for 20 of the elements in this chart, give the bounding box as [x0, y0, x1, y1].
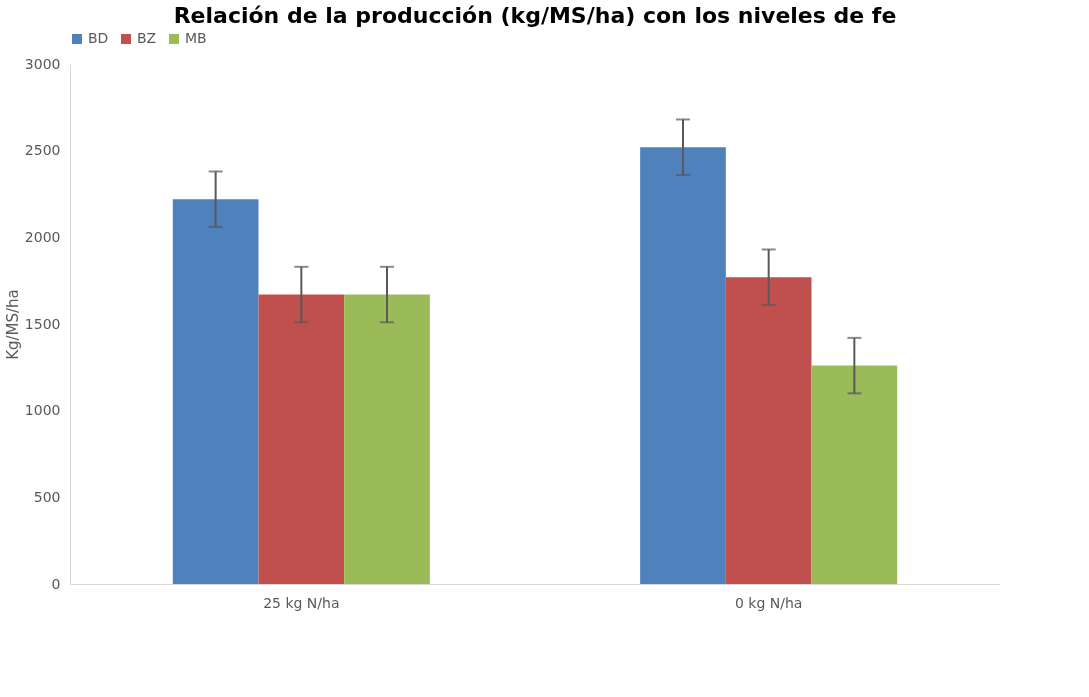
y-tick-label: 0	[51, 575, 61, 592]
y-tick-label: 2500	[24, 142, 61, 159]
y-tick-label: 3000	[24, 55, 61, 72]
bar	[640, 147, 726, 584]
legend-label: BZ	[137, 30, 157, 46]
legend-label: BD	[88, 30, 109, 46]
bar	[258, 294, 345, 584]
y-tick-label: 500	[33, 488, 61, 505]
legend-label: MB	[185, 30, 207, 46]
y-tick-label: 2000	[24, 228, 61, 245]
chart-title: Relación de la producción (kg/MS/ha) con los niveles de fe	[173, 3, 897, 28]
y-tick-label: 1000	[24, 402, 61, 419]
bar	[172, 199, 259, 584]
bar	[725, 277, 812, 584]
y-axis-title: Kg/MS/ha	[3, 289, 22, 360]
bar	[344, 294, 430, 584]
y-tick-label: 1500	[24, 315, 61, 332]
x-tick-label: 25 kg N/ha	[263, 594, 340, 611]
bar	[811, 365, 898, 584]
x-tick-label: 0 kg N/ha	[734, 594, 803, 611]
